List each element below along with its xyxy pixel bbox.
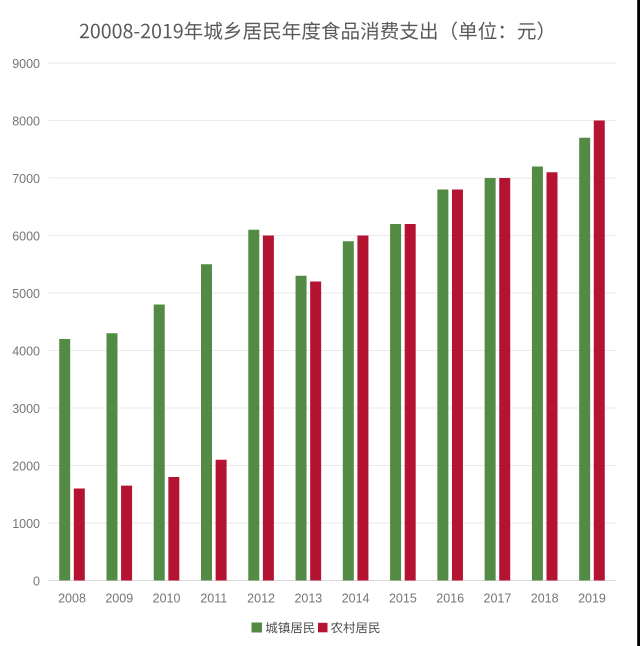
svg-text:2009: 2009: [105, 591, 133, 605]
svg-text:0: 0: [33, 574, 40, 588]
svg-text:2015: 2015: [389, 591, 417, 605]
svg-text:2014: 2014: [342, 591, 370, 605]
svg-text:3000: 3000: [12, 402, 40, 416]
svg-text:2019: 2019: [578, 591, 606, 605]
svg-text:1000: 1000: [12, 517, 40, 531]
svg-text:4000: 4000: [12, 344, 40, 358]
svg-text:7000: 7000: [12, 172, 40, 186]
svg-text:2012: 2012: [247, 591, 275, 605]
svg-text:5000: 5000: [12, 287, 40, 301]
svg-text:2018: 2018: [531, 591, 559, 605]
svg-text:2016: 2016: [436, 591, 464, 605]
svg-text:2008: 2008: [58, 591, 86, 605]
svg-text:2011: 2011: [200, 591, 227, 605]
svg-text:9000: 9000: [12, 57, 40, 71]
svg-text:2013: 2013: [294, 591, 322, 605]
svg-text:2000: 2000: [12, 459, 40, 473]
svg-text:8000: 8000: [12, 114, 40, 128]
svg-text:2010: 2010: [153, 591, 181, 605]
svg-text:6000: 6000: [12, 229, 40, 243]
svg-text:2017: 2017: [484, 591, 512, 605]
